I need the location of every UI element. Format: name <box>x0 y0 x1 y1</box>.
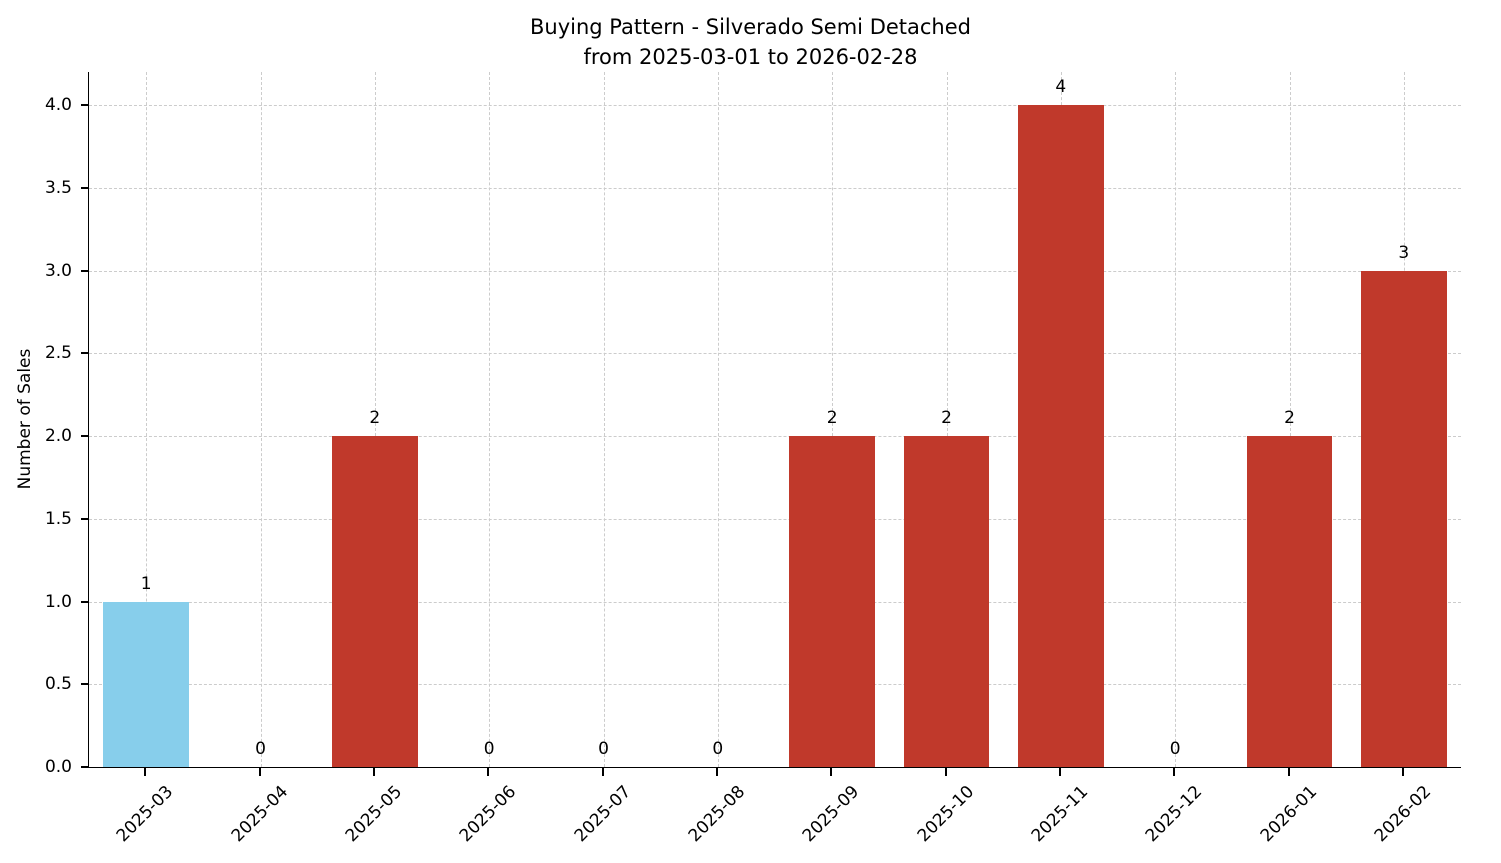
y-tick-mark <box>81 683 89 686</box>
grid-line-vertical <box>603 72 605 767</box>
x-tick-mark <box>601 768 604 776</box>
x-tick-label: 2026-02 <box>1370 781 1436 847</box>
bar-value-label: 4 <box>1055 77 1067 98</box>
x-tick-label: 2025-06 <box>455 781 521 847</box>
x-tick-mark <box>944 768 947 776</box>
y-tick-label: 1.0 <box>44 591 72 612</box>
x-tick-label: 2025-09 <box>798 781 864 847</box>
bar-2025-11 <box>1017 105 1104 767</box>
x-tick-mark <box>372 768 375 776</box>
bar-2026-02 <box>1360 270 1447 767</box>
grid-line-horizontal <box>89 518 1461 520</box>
x-tick-label: 2025-12 <box>1141 781 1207 847</box>
y-tick-label: 3.5 <box>44 177 72 198</box>
y-tick-label: 2.0 <box>44 426 72 447</box>
bar-2026-01 <box>1246 436 1333 767</box>
y-tick-label: 2.5 <box>44 343 72 364</box>
plot-area: 1 0 2 0 0 0 2 2 4 0 2 3 <box>88 72 1461 768</box>
grid-line-vertical <box>832 72 834 767</box>
y-tick-label: 1.5 <box>44 508 72 529</box>
bar-value-label: 3 <box>1398 242 1410 263</box>
x-tick-mark <box>1173 768 1176 776</box>
y-axis: 0.0 0.5 1.0 1.5 2.0 2.5 3.0 3.5 4.0 <box>0 72 89 777</box>
bar-value-label: 0 <box>598 739 609 759</box>
bar-2025-05 <box>331 436 418 767</box>
x-tick-mark <box>258 768 261 776</box>
x-tick-label: 2025-10 <box>913 781 978 847</box>
grid-line-vertical <box>489 72 491 767</box>
x-tick-label: 2025-04 <box>227 781 292 847</box>
x-tick-mark <box>144 768 147 776</box>
grid-line-horizontal <box>89 270 1461 272</box>
grid-line-horizontal <box>89 436 1461 438</box>
x-tick-label: 2025-08 <box>684 781 750 847</box>
x-tick-label: 2025-03 <box>112 781 178 847</box>
grid-line-horizontal <box>89 187 1461 189</box>
y-tick-mark <box>81 104 89 107</box>
grid-line-vertical <box>717 72 719 767</box>
grid-line-vertical <box>146 72 148 767</box>
y-tick-mark <box>81 186 89 189</box>
grid-line-vertical <box>946 72 948 767</box>
x-tick-label: 2026-01 <box>1256 781 1321 847</box>
bar-2025-10 <box>903 436 990 767</box>
x-tick-label: 2025-05 <box>341 781 407 847</box>
y-tick-mark <box>81 435 89 438</box>
bar-value-label: 0 <box>1169 739 1181 759</box>
bar-2025-03 <box>103 601 190 767</box>
x-tick-mark <box>487 768 490 776</box>
grid-line-horizontal <box>89 684 1461 686</box>
grid-line-vertical <box>260 72 262 767</box>
grid-line-vertical <box>374 72 376 767</box>
grid-line-horizontal <box>89 105 1461 107</box>
y-tick-mark <box>81 269 89 272</box>
y-tick-mark <box>81 766 89 768</box>
bar-value-label: 0 <box>255 739 266 759</box>
x-tick-label: 2025-07 <box>570 781 635 847</box>
x-tick-mark <box>715 768 718 776</box>
x-tick-mark <box>1401 768 1404 776</box>
x-tick-mark <box>830 768 833 776</box>
chart-title-line: Buying Pattern - Silverado Semi Detached <box>530 15 971 39</box>
y-tick-mark <box>81 600 89 603</box>
bar-value-label: 1 <box>140 573 152 594</box>
grid-line-vertical <box>1175 72 1177 767</box>
bar-value-label: 0 <box>712 739 724 759</box>
y-tick-label: 0.5 <box>44 674 72 695</box>
x-axis: 2025-03 2025-04 2025-05 2025-06 2025-07 2025-… <box>88 768 1460 863</box>
y-tick-mark <box>81 352 89 355</box>
y-axis-label: Number of Sales <box>15 348 35 490</box>
bar-value-label: 2 <box>826 408 838 429</box>
grid-line-horizontal <box>89 353 1461 355</box>
grid-line-vertical <box>1289 72 1291 767</box>
x-tick-mark <box>1287 768 1290 776</box>
bar-value-label: 0 <box>483 739 495 759</box>
bar-value-label: 2 <box>369 408 381 429</box>
chart-subtitle-line: from 2025-03-01 to 2026-02-28 <box>583 45 918 70</box>
y-tick-mark <box>81 517 89 520</box>
grid-line-horizontal <box>89 601 1461 603</box>
bar-value-label: 2 <box>941 408 952 429</box>
x-tick-mark <box>1058 768 1061 776</box>
chart-title: Buying Pattern - Silverado Semi Detached… <box>0 12 1501 73</box>
bar-2025-09 <box>789 436 876 767</box>
y-tick-label: 4.0 <box>44 95 72 116</box>
y-tick-label: 0.0 <box>44 757 72 777</box>
bar-value-label: 2 <box>1284 408 1295 429</box>
x-tick-label: 2025-11 <box>1027 781 1093 847</box>
y-tick-label: 3.0 <box>44 260 72 281</box>
